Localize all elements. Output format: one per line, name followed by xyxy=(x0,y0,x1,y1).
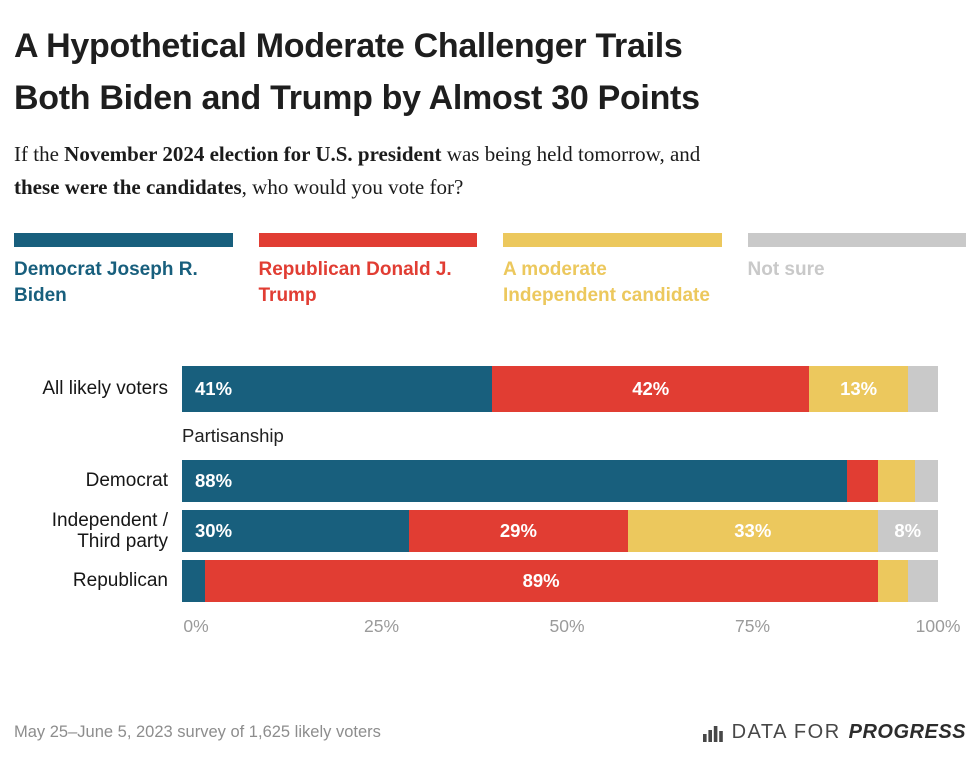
chart-title-line2: Both Biden and Trump by Almost 30 Points xyxy=(14,79,700,118)
bar-row: Democrat 88% xyxy=(14,460,938,503)
legend-label: Democrat Joseph R. Biden xyxy=(14,259,198,306)
legend-label: Republican Donald J. Trump xyxy=(258,259,452,306)
legend: Democrat Joseph R. Biden Republican Donal… xyxy=(14,233,966,308)
logo-text-regular: DATA FOR xyxy=(731,721,841,743)
bar-chart-icon xyxy=(702,725,723,742)
bar-segment: 30% xyxy=(182,510,409,553)
bar-segment xyxy=(182,560,205,603)
category-label: Democrat xyxy=(85,470,168,492)
dfp-logo: DATA FOR PROGRESS xyxy=(702,721,966,744)
bar-value-label: 13% xyxy=(840,378,878,400)
x-tick-label: 50% xyxy=(549,616,585,637)
chart-subtitle: If the November 2024 election for U.S. p… xyxy=(14,138,964,203)
bar-segment xyxy=(847,460,878,503)
bar-value-label: 41% xyxy=(195,378,233,400)
bar-segment: 88% xyxy=(182,460,848,503)
bar-segment: 41% xyxy=(182,366,492,413)
x-tick-label: 75% xyxy=(734,616,771,637)
bar-segment: 8% xyxy=(877,510,938,553)
stacked-bar-chart: All likely voters 41% 42% 13% Partisanship De… xyxy=(14,366,938,603)
legend-item: Democrat Joseph R. Biden xyxy=(14,233,233,308)
bar-row: All likely voters 41% 42% 13% xyxy=(14,366,938,413)
bar-value-label: 8% xyxy=(894,520,922,542)
bar-row: Independent / Third party 30% 29% 33% 8% xyxy=(14,509,938,553)
bar-track: 30% 29% 33% 8% xyxy=(182,510,938,553)
bar-segment: 13% xyxy=(809,366,908,413)
bar-segment: 89% xyxy=(204,560,878,603)
bar-segment xyxy=(907,366,938,413)
bar-value-label: 89% xyxy=(522,570,560,592)
legend-swatch xyxy=(258,233,477,248)
subtitle-text: If the xyxy=(14,142,65,167)
source-note: May 25–June 5, 2023 survey of 1,625 like… xyxy=(14,723,381,741)
legend-item: Republican Donald J. Trump xyxy=(258,233,477,308)
legend-item: Not sure xyxy=(747,233,966,308)
chart-title-line1: A Hypothetical Moderate Challenger Trail… xyxy=(14,27,683,65)
subtitle-text: was being held tomorrow, and xyxy=(441,142,701,167)
group-row: Partisanship xyxy=(14,412,938,460)
footer: May 25–June 5, 2023 survey of 1,625 like… xyxy=(14,721,966,744)
subtitle-bold: November 2024 election for U.S. presiden… xyxy=(64,142,442,167)
bar-track: 41% 42% 13% xyxy=(182,366,938,413)
bar-row: Republican 89% xyxy=(14,560,938,603)
group-label: Partisanship xyxy=(182,425,284,447)
bar-track: 88% xyxy=(182,460,938,503)
bar-value-label: 30% xyxy=(195,520,233,542)
category-label: Republican xyxy=(72,570,168,592)
x-tick-label: 25% xyxy=(363,616,400,637)
bar-segment: 29% xyxy=(408,510,629,553)
category-label: All likely voters xyxy=(42,378,168,400)
bar-segment xyxy=(907,560,938,603)
x-tick-label: 0% xyxy=(183,616,209,637)
x-tick-label: 100% xyxy=(915,616,961,637)
bar-value-label: 88% xyxy=(195,470,233,492)
legend-swatch xyxy=(747,233,966,248)
legend-label: Not sure xyxy=(747,259,825,281)
legend-swatch xyxy=(14,233,233,248)
bar-segment: 42% xyxy=(491,366,810,413)
bar-track: 89% xyxy=(182,560,938,603)
bar-value-label: 42% xyxy=(632,378,670,400)
bar-segment xyxy=(877,560,908,603)
bar-segment xyxy=(915,460,938,503)
x-axis: 0% 25% 50% 75% 100% xyxy=(183,614,960,642)
bar-value-label: 33% xyxy=(734,520,772,542)
legend-item: A moderate Independent candidate xyxy=(503,233,722,308)
category-label: Independent / Third party xyxy=(51,509,168,553)
bar-value-label: 29% xyxy=(499,520,537,542)
bar-segment xyxy=(877,460,916,503)
subtitle-bold: these were the candidates xyxy=(14,174,242,199)
legend-swatch xyxy=(503,233,722,248)
chart-title: A Hypothetical Moderate Challenger Trail… xyxy=(14,20,966,124)
logo-text-bold: PROGRESS xyxy=(848,721,966,743)
legend-label: A moderate Independent candidate xyxy=(503,259,710,306)
subtitle-text: , who would you vote for? xyxy=(241,174,464,199)
bar-segment: 33% xyxy=(628,510,878,553)
